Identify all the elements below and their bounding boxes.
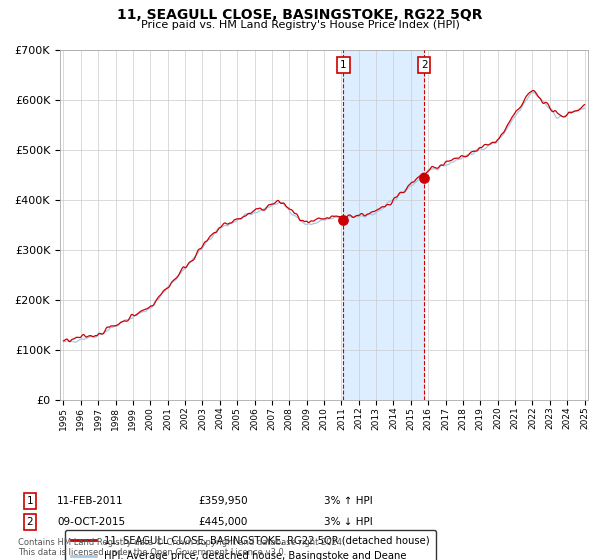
Text: £359,950: £359,950 — [198, 496, 248, 506]
Text: £445,000: £445,000 — [198, 517, 247, 527]
Text: Contains HM Land Registry data © Crown copyright and database right 2024.
This d: Contains HM Land Registry data © Crown c… — [18, 538, 344, 557]
Text: 11, SEAGULL CLOSE, BASINGSTOKE, RG22 5QR: 11, SEAGULL CLOSE, BASINGSTOKE, RG22 5QR — [117, 8, 483, 22]
Point — [419, 174, 429, 183]
Text: 3% ↓ HPI: 3% ↓ HPI — [324, 517, 373, 527]
Text: 2: 2 — [26, 517, 34, 527]
Text: Price paid vs. HM Land Registry's House Price Index (HPI): Price paid vs. HM Land Registry's House … — [140, 20, 460, 30]
Point — [338, 216, 348, 225]
Legend: 11, SEAGULL CLOSE, BASINGSTOKE, RG22 5QR (detached house), HPI: Average price, d: 11, SEAGULL CLOSE, BASINGSTOKE, RG22 5QR… — [65, 530, 436, 560]
Text: 11-FEB-2011: 11-FEB-2011 — [57, 496, 124, 506]
Text: 1: 1 — [340, 60, 347, 71]
Text: 09-OCT-2015: 09-OCT-2015 — [57, 517, 125, 527]
Text: 1: 1 — [26, 496, 34, 506]
Text: 2: 2 — [421, 60, 428, 71]
Bar — [343, 50, 424, 400]
Text: 3% ↑ HPI: 3% ↑ HPI — [324, 496, 373, 506]
